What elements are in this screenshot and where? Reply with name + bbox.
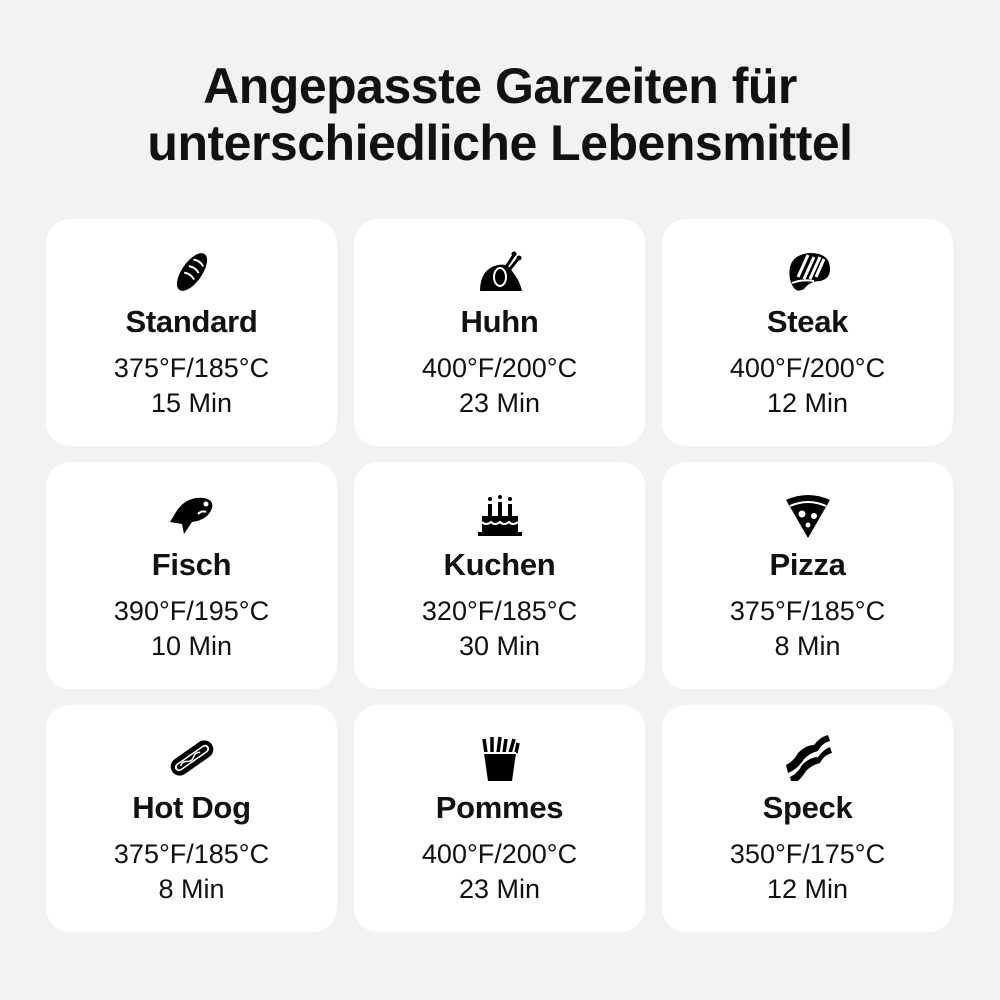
program-name: Fisch [151,547,232,582]
cake-icon [476,492,524,538]
program-time: 30 Min [458,631,541,661]
program-card-speck: Speck 350°F/175°C 12 Min [662,705,953,932]
program-time: 23 Min [458,388,541,418]
fish-icon [168,492,216,538]
program-temperature: 400°F/200°C [729,353,886,383]
bacon-icon [784,735,832,785]
program-card-pizza: Pizza 375°F/185°C 8 Min [662,462,953,689]
program-name: Hot Dog [132,790,251,825]
program-name: Pommes [435,790,564,825]
program-temperature: 375°F/185°C [729,596,886,626]
program-card-kuchen: Kuchen 320°F/185°C 30 Min [354,462,645,689]
program-name: Speck [762,790,853,825]
program-card-fisch: Fisch 390°F/195°C 10 Min [46,462,337,689]
program-time: 12 Min [766,388,849,418]
program-temperature: 400°F/200°C [421,353,578,383]
program-time: 15 Min [150,388,233,418]
program-name: Pizza [769,547,846,582]
bread-icon [168,249,216,295]
program-name: Steak [766,304,849,339]
program-temperature: 375°F/185°C [113,353,270,383]
program-time: 12 Min [766,874,849,904]
program-card-standard: Standard 375°F/185°C 15 Min [46,219,337,446]
program-temperature: 375°F/185°C [113,839,270,869]
program-grid: Standard 375°F/185°C 15 Min Huhn 400°F/200°C… [46,219,953,932]
program-temperature: 390°F/195°C [113,596,270,626]
program-time: 8 Min [774,631,841,661]
program-time: 8 Min [158,874,225,904]
program-time: 10 Min [150,631,233,661]
program-card-huhn: Huhn 400°F/200°C 23 Min [354,219,645,446]
program-card-pommes: Pommes 400°F/200°C 23 Min [354,705,645,932]
steak-icon [784,249,832,295]
hotdog-icon [168,735,216,781]
page-title: Angepasste Garzeiten für unterschiedlich… [0,58,1000,172]
program-temperature: 400°F/200°C [421,839,578,869]
pizza-icon [784,492,832,538]
title-line-2: unterschiedliche Lebensmittel [147,115,853,171]
fries-icon [476,735,524,781]
program-name: Huhn [460,304,539,339]
program-temperature: 320°F/185°C [421,596,578,626]
program-time: 23 Min [458,874,541,904]
chicken-icon [476,249,524,295]
program-card-steak: Steak 400°F/200°C 12 Min [662,219,953,446]
title-line-1: Angepasste Garzeiten für [203,58,797,114]
program-name: Kuchen [443,547,556,582]
program-temperature: 350°F/175°C [729,839,886,869]
program-card-hot-dog: Hot Dog 375°F/185°C 8 Min [46,705,337,932]
program-name: Standard [125,304,258,339]
